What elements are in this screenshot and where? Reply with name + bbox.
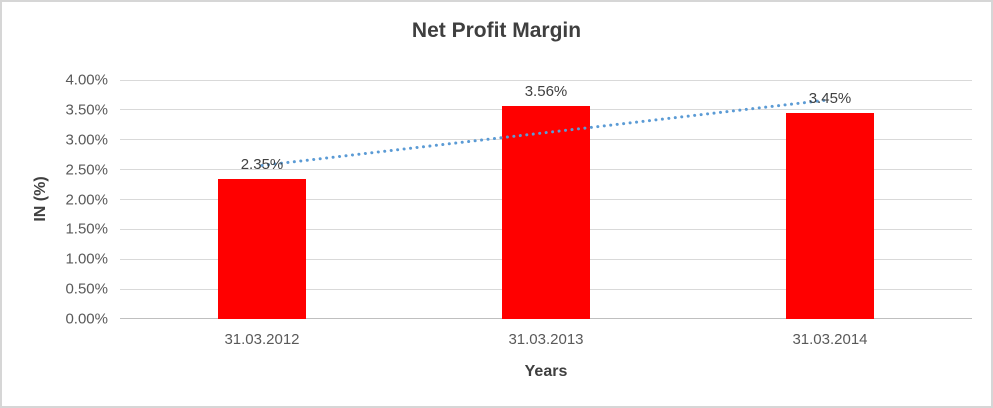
y-tick-label: 1.00% xyxy=(65,250,108,268)
chart-title: Net Profit Margin xyxy=(411,19,582,42)
x-tick-label: 31.03.2012 xyxy=(224,331,300,348)
x-tick-label: 31.03.2013 xyxy=(508,331,584,348)
bar xyxy=(218,178,306,319)
y-tick-label: 0.00% xyxy=(65,310,108,328)
bar-data-label: 3.45% xyxy=(808,89,852,107)
y-tick-label: 2.50% xyxy=(65,161,108,179)
plot-area: 2.35% 3.56% 3.45% xyxy=(120,79,972,319)
bar xyxy=(502,106,590,319)
y-tick-label: 1.50% xyxy=(65,220,108,238)
y-tick-label: 0.50% xyxy=(65,280,108,298)
bar xyxy=(786,112,874,319)
gridline xyxy=(120,79,972,81)
bar-data-label: 3.56% xyxy=(524,83,568,101)
y-tick-label: 2.00% xyxy=(65,191,108,208)
bar-data-label: 2.35% xyxy=(240,155,284,173)
trendline xyxy=(260,98,832,167)
x-tick-label: 31.03.2014 xyxy=(792,331,868,348)
y-tick-label: 3.50% xyxy=(65,101,108,119)
x-axis-title: Years xyxy=(524,363,568,380)
y-tick-label: 3.00% xyxy=(65,131,108,149)
y-tick-label: 4.00% xyxy=(65,71,108,89)
